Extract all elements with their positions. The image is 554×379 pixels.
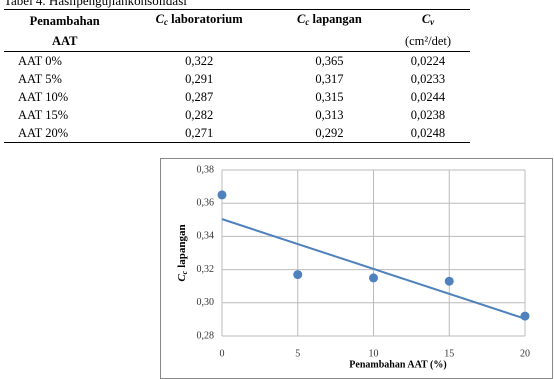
- trendline: [221, 218, 526, 320]
- header-text: lapangan: [312, 12, 362, 26]
- cell: 0,0233: [410, 71, 446, 86]
- table-row: AAT 0% 0,322 0,365 0,0224: [4, 52, 470, 71]
- cell: AAT 0%: [18, 53, 62, 68]
- header: [272, 32, 386, 52]
- cell: 0,282: [185, 107, 214, 122]
- header: Cc laboratorium: [125, 9, 273, 32]
- y-tick-label: 0,38: [197, 164, 215, 175]
- y-tick-label: 0,32: [197, 264, 215, 275]
- y-axis-title: Cc lapangan: [176, 224, 189, 281]
- cell: AAT 5%: [18, 71, 62, 86]
- symbol: C: [176, 274, 188, 282]
- symbol: C: [421, 12, 431, 26]
- table-row: AAT 5% 0,291 0,317 0,0233: [4, 70, 470, 88]
- point: [444, 276, 454, 286]
- cell: 0,0238: [410, 107, 446, 122]
- x-tick-label: 0: [220, 348, 225, 359]
- point: [369, 273, 378, 283]
- cell: 0,0244: [410, 89, 446, 104]
- x-tick-label: 15: [444, 348, 454, 359]
- cell: 0,315: [315, 89, 344, 104]
- y-tick-label: 0,28: [197, 330, 215, 341]
- label-text: lapangan: [176, 224, 188, 267]
- symbol: C: [155, 12, 164, 26]
- data-table: Penambahan Cc laboratorium Cc lapangan C…: [4, 9, 470, 143]
- point: [293, 270, 303, 280]
- cell: 0,322: [185, 53, 214, 68]
- cell: 0,365: [315, 53, 344, 68]
- table-row: AAT 15% 0,282 0,313 0,0238: [4, 106, 470, 124]
- table-row: AAT 20% 0,271 0,292 0,0248: [4, 124, 470, 143]
- cell: 0,317: [315, 71, 344, 86]
- header: Cv: [385, 9, 470, 32]
- header: [125, 32, 273, 52]
- subscript: c: [305, 17, 310, 27]
- cell: AAT 15%: [18, 107, 69, 122]
- point: [217, 190, 227, 200]
- symbol: C: [297, 12, 306, 26]
- y-tick-label: 0,36: [197, 197, 215, 208]
- subscript: v: [430, 17, 435, 27]
- point: [520, 311, 530, 321]
- header: Cc lapangan: [272, 9, 386, 32]
- x-tick-label: 5: [295, 348, 300, 359]
- header-unit: (cm²/det): [385, 32, 470, 52]
- table-caption: Tabel 4. Hasilpengujiankonsolidasi: [4, 0, 187, 8]
- cell: 0,0224: [410, 53, 446, 68]
- x-axis-title: Penambahan AAT (%): [349, 359, 446, 370]
- cell: 0,292: [272, 124, 386, 143]
- header: Penambahan: [4, 9, 126, 32]
- y-tick-label: 0,34: [197, 231, 215, 242]
- subscript: c: [180, 270, 189, 274]
- x-tick-label: 10: [369, 348, 379, 359]
- cell: 0,0248: [385, 124, 470, 143]
- cell: AAT 20%: [4, 124, 126, 143]
- header: AAT: [4, 32, 126, 52]
- cell: 0,287: [185, 89, 214, 104]
- cell: AAT 10%: [18, 89, 69, 104]
- header-text: laboratorium: [171, 12, 243, 26]
- y-tick-label: 0,30: [197, 297, 215, 308]
- cell: 0,291: [185, 71, 214, 86]
- x-tick-label: 20: [520, 348, 530, 359]
- subscript: c: [163, 17, 168, 27]
- cell: 0,271: [125, 124, 273, 143]
- cell: 0,313: [315, 107, 344, 122]
- table-row: AAT 10% 0,287 0,315 0,0244: [4, 88, 470, 106]
